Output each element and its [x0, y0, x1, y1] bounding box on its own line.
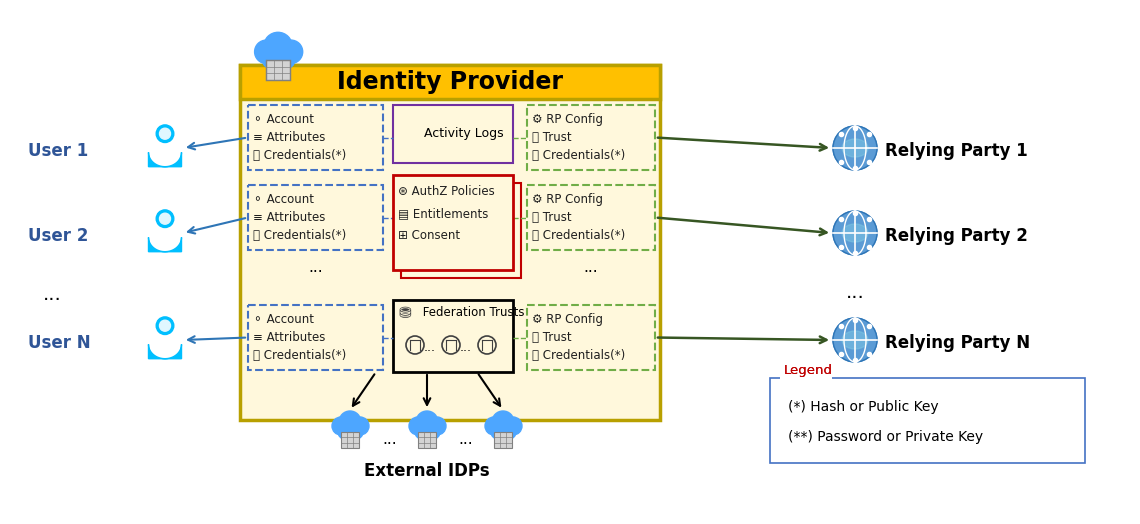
- Circle shape: [156, 210, 173, 227]
- Text: Relying Party 1: Relying Party 1: [885, 142, 1028, 160]
- Bar: [241, 65, 660, 99]
- Polygon shape: [148, 237, 181, 252]
- Circle shape: [349, 425, 363, 439]
- Circle shape: [492, 411, 514, 433]
- Circle shape: [337, 425, 352, 439]
- Text: ⚙ RP Config: ⚙ RP Config: [532, 313, 603, 326]
- Text: ...: ...: [584, 259, 599, 275]
- Circle shape: [279, 40, 303, 63]
- Text: Legend: Legend: [784, 364, 833, 377]
- Text: User N: User N: [28, 334, 90, 352]
- Text: User 1: User 1: [28, 142, 88, 160]
- Text: ⚿ Credentials(*): ⚿ Credentials(*): [532, 149, 625, 162]
- Bar: [494, 432, 512, 448]
- Text: Activity Logs: Activity Logs: [413, 127, 504, 140]
- Bar: [249, 185, 383, 250]
- Text: (*) Hash or Public Key: (*) Hash or Public Key: [788, 400, 938, 414]
- Circle shape: [428, 417, 446, 435]
- Text: ⚿ Credentials(*): ⚿ Credentials(*): [253, 349, 347, 362]
- Bar: [393, 105, 513, 163]
- Circle shape: [351, 417, 369, 435]
- Circle shape: [254, 40, 278, 63]
- Bar: [241, 65, 660, 420]
- Text: ≡ Attributes: ≡ Attributes: [253, 211, 325, 224]
- Text: ≡ Attributes: ≡ Attributes: [253, 331, 325, 344]
- Text: ...: ...: [424, 341, 435, 354]
- Text: ...: ...: [42, 285, 62, 304]
- Ellipse shape: [842, 331, 868, 349]
- Circle shape: [426, 425, 440, 439]
- Text: ⧆ Trust: ⧆ Trust: [532, 211, 571, 224]
- Circle shape: [156, 317, 173, 334]
- Text: ▤ Entitlements: ▤ Entitlements: [398, 207, 488, 220]
- Text: ...: ...: [846, 283, 864, 302]
- Circle shape: [833, 211, 877, 255]
- Circle shape: [332, 417, 350, 435]
- Circle shape: [263, 32, 292, 61]
- Circle shape: [833, 318, 877, 362]
- Bar: [341, 432, 359, 448]
- Text: ⛃: ⛃: [398, 306, 410, 321]
- Text: ⊛ AuthZ Policies: ⊛ AuthZ Policies: [398, 185, 495, 198]
- Circle shape: [160, 128, 171, 139]
- Text: ...: ...: [458, 432, 473, 447]
- Circle shape: [415, 425, 429, 439]
- Circle shape: [484, 417, 503, 435]
- Text: ⚬ Account: ⚬ Account: [253, 313, 314, 326]
- Circle shape: [504, 417, 522, 435]
- Text: ⚬ Account: ⚬ Account: [253, 193, 314, 206]
- Circle shape: [160, 320, 171, 331]
- Bar: [527, 305, 656, 370]
- Text: ⊞ Consent: ⊞ Consent: [398, 229, 461, 242]
- Circle shape: [491, 425, 505, 439]
- Text: ...: ...: [461, 341, 472, 354]
- Text: ≡ Attributes: ≡ Attributes: [253, 131, 325, 144]
- Bar: [401, 183, 521, 278]
- Bar: [249, 305, 383, 370]
- Text: ⚿ Credentials(*): ⚿ Credentials(*): [253, 229, 347, 242]
- Circle shape: [160, 213, 171, 224]
- Text: ...: ...: [383, 432, 398, 447]
- Text: ⧆ Trust: ⧆ Trust: [532, 131, 571, 144]
- Circle shape: [339, 411, 361, 433]
- Ellipse shape: [842, 139, 868, 157]
- Text: Legend: Legend: [784, 364, 833, 377]
- Text: Federation Trusts: Federation Trusts: [420, 306, 524, 319]
- Text: ...: ...: [308, 259, 323, 275]
- Bar: [527, 185, 656, 250]
- Text: ⚿ Credentials(*): ⚿ Credentials(*): [532, 229, 625, 242]
- Circle shape: [156, 125, 173, 143]
- Circle shape: [277, 50, 295, 69]
- Text: ⧆ Trust: ⧆ Trust: [532, 331, 571, 344]
- Text: External IDPs: External IDPs: [364, 462, 490, 480]
- Text: Relying Party 2: Relying Party 2: [885, 227, 1028, 245]
- Bar: [418, 432, 435, 448]
- Text: Relying Party N: Relying Party N: [885, 334, 1031, 352]
- Text: ⚿ Credentials(*): ⚿ Credentials(*): [253, 149, 347, 162]
- Bar: [267, 60, 290, 80]
- Circle shape: [502, 425, 516, 439]
- Bar: [770, 378, 1085, 463]
- Polygon shape: [148, 152, 181, 167]
- Circle shape: [409, 417, 428, 435]
- Text: User 2: User 2: [28, 227, 89, 245]
- Text: ⚙ RP Config: ⚙ RP Config: [532, 193, 603, 206]
- Bar: [780, 368, 832, 380]
- Bar: [393, 300, 513, 372]
- Text: (**) Password or Private Key: (**) Password or Private Key: [788, 430, 983, 444]
- Text: Identity Provider: Identity Provider: [337, 70, 563, 94]
- Bar: [249, 105, 383, 170]
- Bar: [527, 105, 656, 170]
- Circle shape: [262, 50, 280, 69]
- Text: ⚿ Credentials(*): ⚿ Credentials(*): [532, 349, 625, 362]
- Circle shape: [833, 126, 877, 170]
- Circle shape: [416, 411, 438, 433]
- Polygon shape: [148, 344, 181, 359]
- Ellipse shape: [842, 224, 868, 242]
- Text: ⚬ Account: ⚬ Account: [253, 113, 314, 126]
- Bar: [393, 175, 513, 270]
- Text: ⚙ RP Config: ⚙ RP Config: [532, 113, 603, 126]
